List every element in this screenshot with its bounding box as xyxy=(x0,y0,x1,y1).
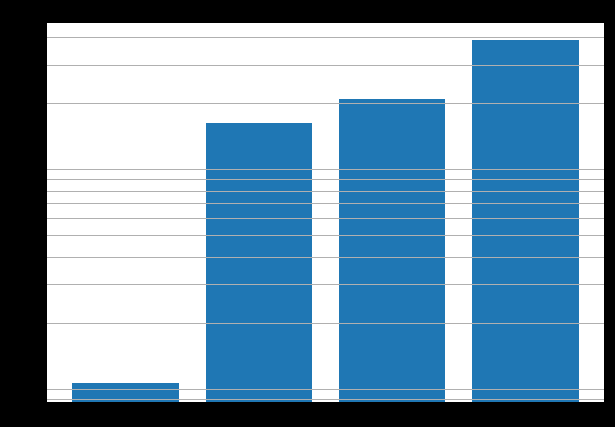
y-gridline-2 xyxy=(47,322,604,324)
bar-0 xyxy=(72,383,179,402)
y-gridline-10 xyxy=(47,169,604,171)
y-gridline-8 xyxy=(47,190,604,192)
bar-2 xyxy=(338,98,446,402)
y-gridline-20 xyxy=(47,103,604,105)
y-gridline-7 xyxy=(47,203,604,205)
y-gridline-5 xyxy=(47,235,604,237)
y-gridline-3 xyxy=(47,284,604,286)
y-gridline-9 xyxy=(47,179,604,181)
y-gridline-0_9 xyxy=(47,398,604,400)
y-gridline-40 xyxy=(47,37,604,39)
y-gridline-6 xyxy=(47,218,604,220)
bar-3 xyxy=(472,39,579,402)
plot-area xyxy=(47,23,604,402)
y-gridline-1 xyxy=(47,388,604,390)
y-gridline-30 xyxy=(47,64,604,66)
y-gridline-4 xyxy=(47,256,604,258)
bar-1 xyxy=(205,123,313,402)
